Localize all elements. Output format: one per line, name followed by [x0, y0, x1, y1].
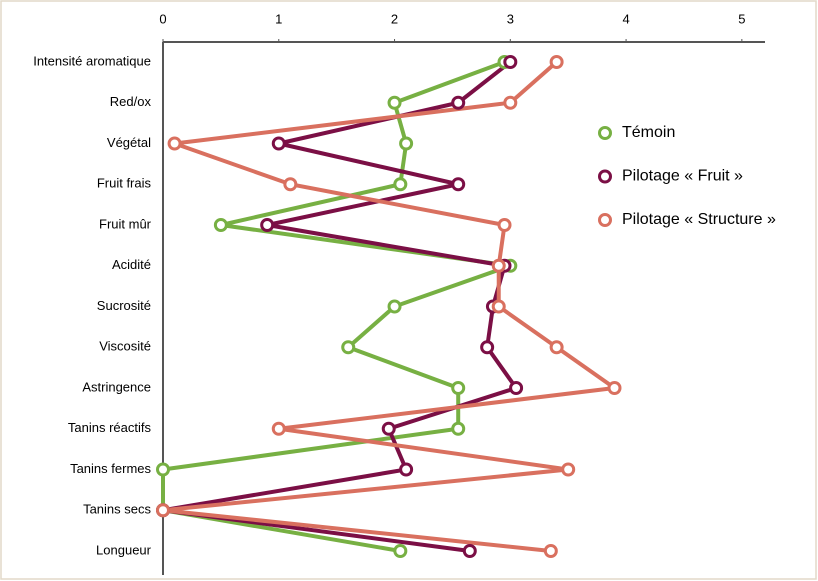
y-tick-label: Acidité [112, 257, 151, 272]
y-tick-label: Végétal [107, 135, 151, 150]
point [341, 340, 356, 355]
x-tick-label: 4 [622, 11, 629, 26]
point [399, 136, 414, 151]
x-tick-label: 2 [391, 11, 398, 26]
point [549, 340, 564, 355]
point [509, 381, 524, 395]
y-tick-label: Viscosité [99, 339, 151, 354]
x-tick-label: 5 [738, 11, 745, 26]
point [156, 503, 170, 518]
point [451, 421, 466, 436]
point [271, 136, 286, 151]
point [451, 95, 466, 110]
point [213, 218, 228, 232]
y-tick-label: Longueur [96, 542, 152, 557]
legend-marker [598, 169, 612, 184]
point [393, 177, 408, 192]
point [480, 340, 495, 355]
point [387, 95, 402, 110]
point [387, 299, 402, 314]
point [462, 544, 477, 558]
y-tick-label: Astringence [82, 379, 151, 394]
point [451, 381, 466, 395]
y-tick-label: Fruit mûr [99, 216, 152, 231]
point [399, 462, 414, 477]
legend-label: Pilotage « Fruit » [622, 168, 743, 185]
point [561, 462, 576, 477]
point [381, 421, 396, 436]
point [156, 462, 170, 477]
point [260, 218, 275, 232]
y-tick-label: Red/ox [110, 94, 152, 109]
y-tick-label: Tanins fermes [70, 461, 151, 476]
point [491, 258, 506, 273]
y-tick-label: Sucrosité [97, 298, 151, 313]
legend-marker [598, 213, 612, 227]
point [503, 55, 518, 69]
point [543, 544, 558, 558]
point [271, 421, 286, 436]
legend-label: Pilotage « Structure » [622, 211, 776, 228]
point [283, 177, 298, 192]
x-tick-label: 0 [159, 11, 166, 26]
point [167, 136, 182, 151]
point [549, 55, 564, 69]
y-tick-label: Intensité aromatique [33, 53, 151, 68]
point [607, 381, 622, 395]
y-tick-label: Tanins réactifs [68, 420, 152, 435]
point [491, 299, 506, 314]
x-tick-label: 3 [507, 11, 514, 26]
point [451, 177, 466, 192]
y-tick-label: Fruit frais [97, 176, 152, 191]
legend-label: Témoin [622, 124, 675, 141]
point [393, 544, 408, 558]
legend-marker [598, 126, 612, 140]
x-tick-label: 1 [275, 11, 282, 26]
point [497, 218, 512, 232]
point [503, 95, 518, 110]
y-tick-label: Tanins secs [83, 502, 151, 517]
